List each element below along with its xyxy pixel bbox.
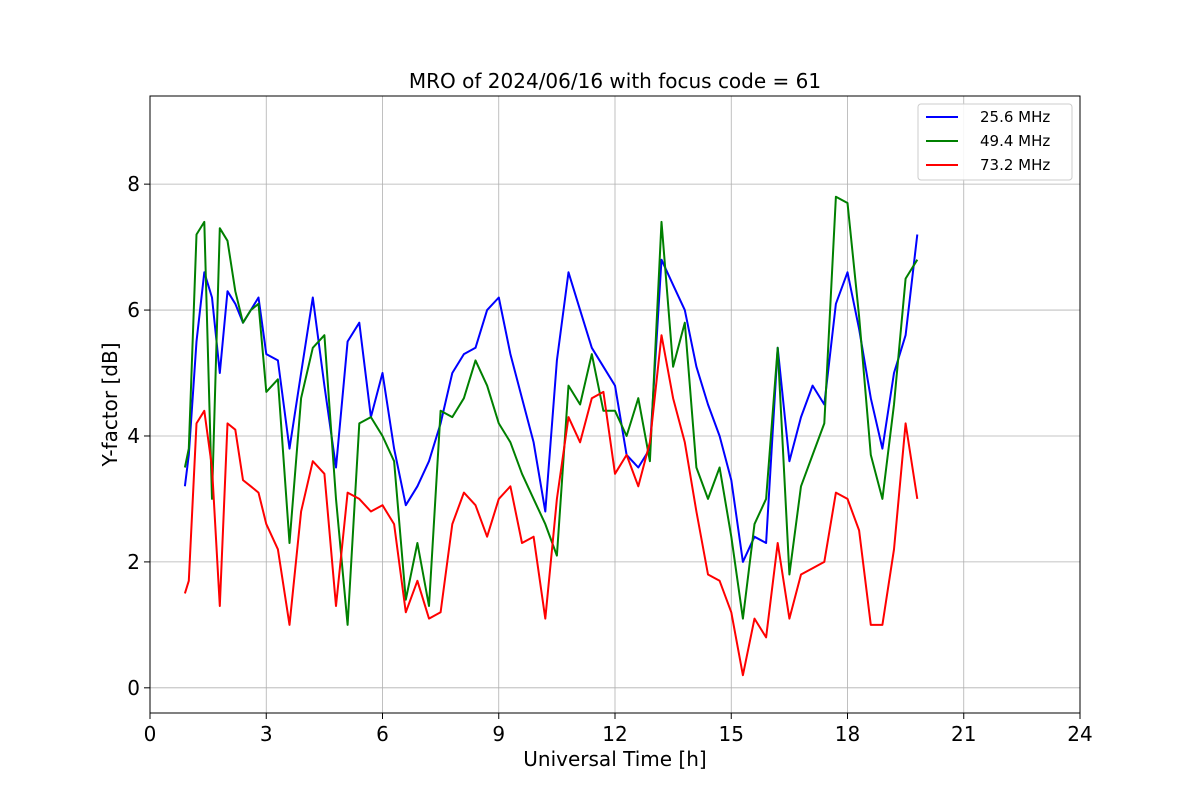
series-line-49-4-mhz xyxy=(183,195,919,626)
y-tick-label: 2 xyxy=(127,550,140,574)
x-tick-label: 6 xyxy=(376,722,389,746)
legend-label: 73.2 MHz xyxy=(980,156,1050,174)
y-tick-label: 8 xyxy=(127,172,140,196)
legend-label: 49.4 MHz xyxy=(980,132,1050,150)
x-tick-label: 24 xyxy=(1067,722,1092,746)
chart-title: MRO of 2024/06/16 with focus code = 61 xyxy=(409,69,821,93)
series-line-73-2-mhz xyxy=(183,334,919,677)
x-tick-label: 15 xyxy=(719,722,744,746)
x-tick-label: 0 xyxy=(144,722,157,746)
x-tick-label: 3 xyxy=(260,722,273,746)
x-tick-label: 18 xyxy=(835,722,860,746)
y-tick-label: 4 xyxy=(127,424,140,448)
x-tick-label: 21 xyxy=(951,722,976,746)
legend: 25.6 MHz 49.4 MHz 73.2 MHz xyxy=(917,103,1073,181)
x-tick-label: 9 xyxy=(492,722,505,746)
y-tick-label: 6 xyxy=(127,298,140,322)
legend-label: 25.6 MHz xyxy=(980,108,1050,126)
y-axis-label: Y-factor [dB] xyxy=(98,342,122,467)
x-tick-label: 12 xyxy=(602,722,627,746)
series-lines xyxy=(183,195,919,677)
series-line-25-6-mhz xyxy=(183,234,919,563)
y-tick-label: 0 xyxy=(127,676,140,700)
legend-box xyxy=(917,103,1073,181)
x-axis-label: Universal Time [h] xyxy=(523,747,706,771)
